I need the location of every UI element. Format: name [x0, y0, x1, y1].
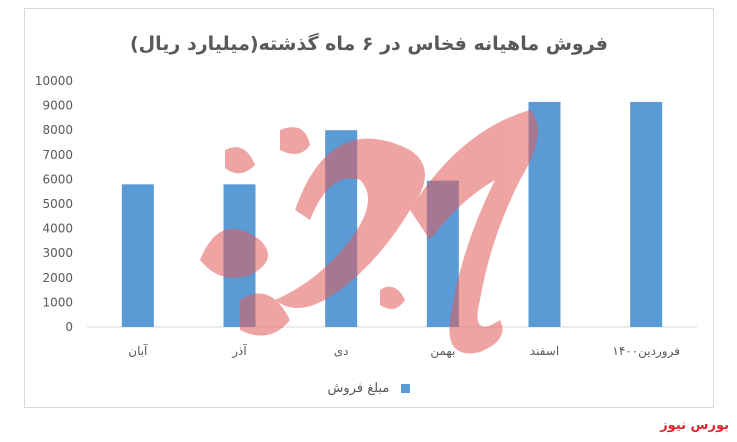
y-tick-label: 7000: [42, 148, 73, 162]
x-tick-label: اسفند: [530, 344, 559, 358]
bar: [121, 184, 154, 327]
source-credit: بورس نیوز: [660, 418, 729, 433]
y-tick-label: 8000: [42, 123, 73, 137]
x-tick-label: دی: [334, 344, 349, 358]
y-tick-label: 9000: [42, 99, 73, 113]
y-tick-label: 4000: [42, 222, 73, 236]
chart-title: فروش ماهیانه فخاس در ۶ ماه گذشته(میلیارد…: [129, 33, 608, 55]
bar: [630, 101, 663, 327]
y-tick-label: 0: [65, 320, 73, 334]
y-tick-label: 6000: [42, 172, 73, 186]
y-tick-label: 2000: [42, 271, 73, 285]
bar: [325, 130, 358, 327]
x-tick-label: آبان: [128, 343, 148, 358]
y-tick-label: 3000: [42, 246, 73, 260]
x-tick-label: بهمن: [430, 344, 455, 359]
y-tick-label: 5000: [42, 197, 73, 211]
bar-chart-plot: 0 1000 2000 3000 4000 5000 6000 7000 8000 9000 100…: [35, 74, 697, 359]
legend-label: مبلغ فروش: [327, 381, 390, 396]
bar: [223, 184, 256, 327]
x-tick-label: فروردین۱۴۰۰: [612, 344, 680, 359]
y-tick-label: 10000: [35, 74, 73, 88]
y-tick-label: 1000: [42, 295, 73, 309]
x-tick-label: آذر: [231, 343, 247, 359]
bar: [528, 101, 561, 327]
legend: مبلغ فروش: [25, 381, 713, 396]
bar: [426, 180, 459, 327]
legend-swatch: [401, 384, 411, 393]
chart-frame: فروش ماهیانه فخاس در ۶ ماه گذشته(میلیارد…: [24, 8, 714, 408]
